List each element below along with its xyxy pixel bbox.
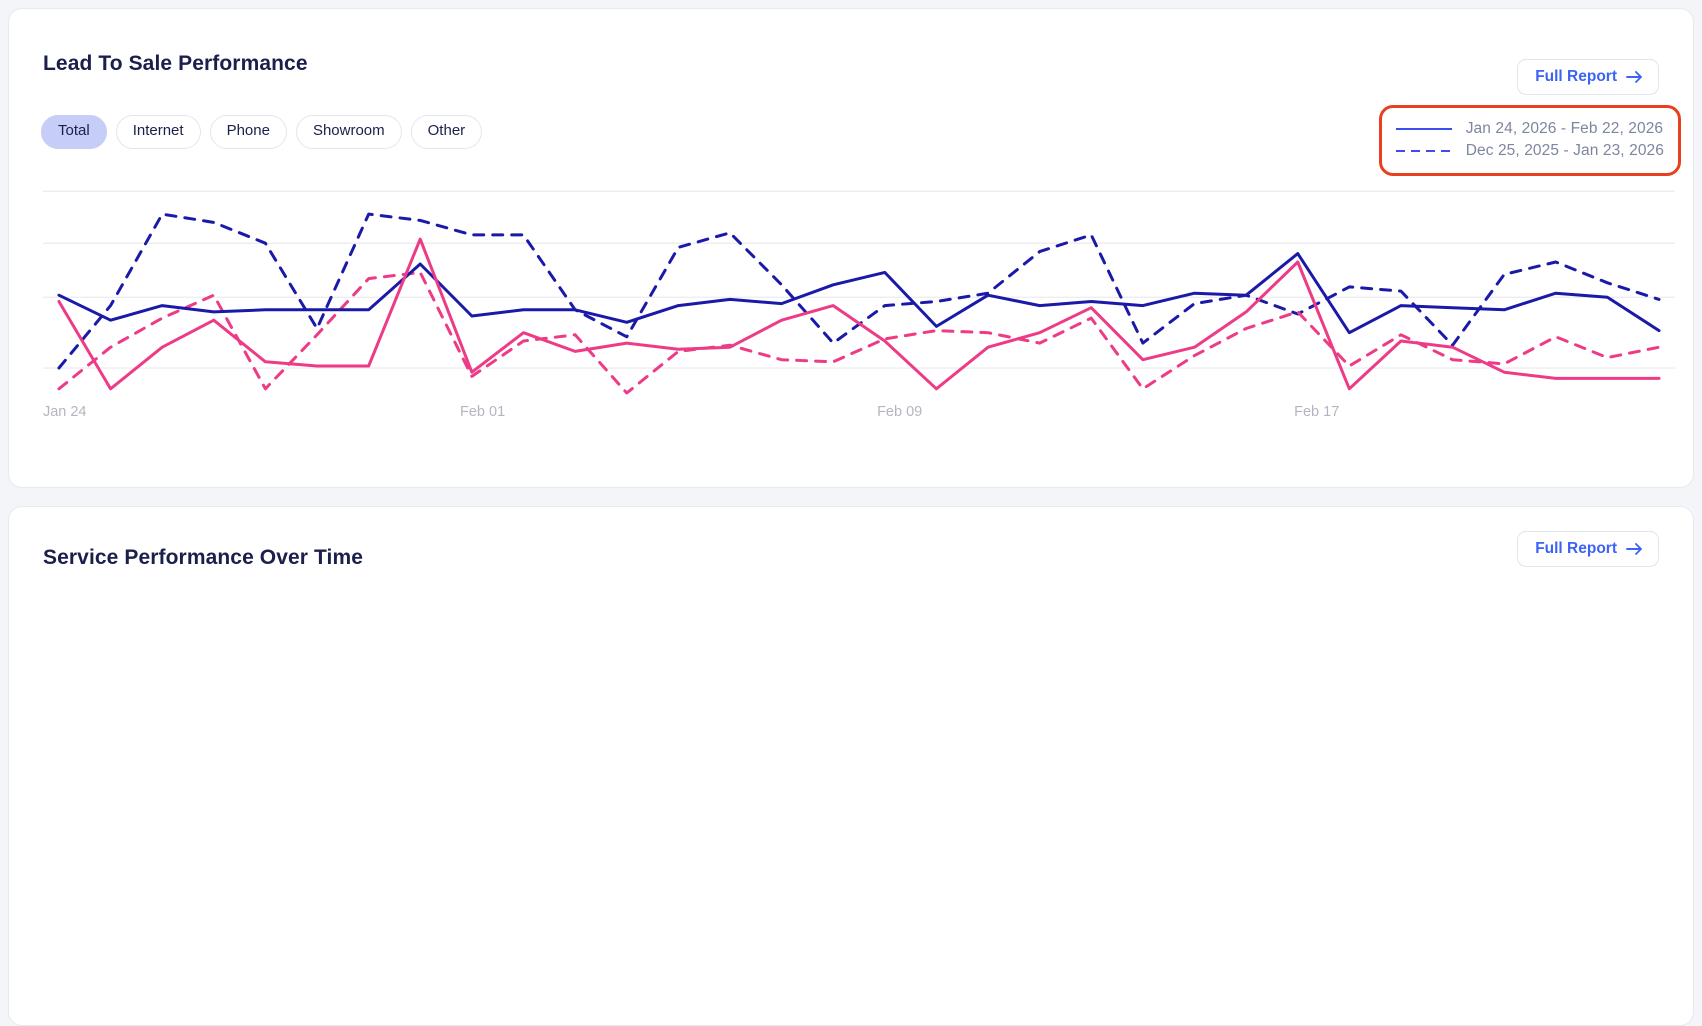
series-line [57, 237, 1661, 391]
full-report-button[interactable]: Full Report [1517, 531, 1659, 567]
filter-pill-internet[interactable]: Internet [115, 115, 201, 149]
x-axis-tick-label: Feb 17 [1294, 404, 1340, 420]
solid-line-swatch-icon [1395, 128, 1452, 130]
full-report-label: Full Report [1535, 540, 1617, 557]
x-axis-tick-label: Feb 01 [460, 404, 506, 420]
x-axis-tick-label: Jan 24 [42, 404, 87, 420]
series-line [57, 270, 1661, 395]
date-range-legend-annotated: Jan 24, 2026 - Feb 22, 2026 Dec 25, 2025… [1378, 105, 1681, 176]
page-title: Lead To Sale Performance [43, 52, 308, 76]
current-range-label: Jan 24, 2026 - Feb 22, 2026 [1465, 120, 1664, 137]
previous-range-label: Dec 25, 2025 - Jan 23, 2026 [1465, 142, 1664, 159]
arrow-right-icon [1626, 542, 1643, 556]
filter-pill-showroom[interactable]: Showroom [295, 115, 402, 149]
legend-row-previous: Dec 25, 2025 - Jan 23, 2026 [1395, 140, 1664, 162]
legend-row-current: Jan 24, 2026 - Feb 22, 2026 [1395, 118, 1664, 140]
lead-to-sale-line-chart[interactable] [9, 177, 1693, 399]
full-report-label: Full Report [1535, 68, 1617, 85]
dashed-line-swatch-icon [1395, 150, 1452, 152]
x-axis-tick-label: Feb 09 [877, 404, 923, 420]
arrow-right-icon [1626, 70, 1643, 84]
filter-pill-phone[interactable]: Phone [209, 115, 287, 149]
lead-to-sale-performance-card: Lead To Sale Performance Full Report Tot… [8, 8, 1694, 488]
x-axis-labels: Jan 24 Feb 01 Feb 09 Feb 17 [9, 404, 1693, 422]
full-report-button[interactable]: Full Report [1517, 59, 1659, 95]
lead-source-filter-group: Total Internet Phone Showroom Other [41, 115, 483, 149]
series-line [57, 252, 1661, 335]
filter-pill-other[interactable]: Other [410, 115, 483, 149]
chart-svg [42, 190, 1676, 395]
service-performance-card: Service Performance Over Time Full Repor… [8, 506, 1694, 1026]
page-title: Service Performance Over Time [43, 546, 364, 570]
filter-pill-total[interactable]: Total [41, 115, 107, 149]
